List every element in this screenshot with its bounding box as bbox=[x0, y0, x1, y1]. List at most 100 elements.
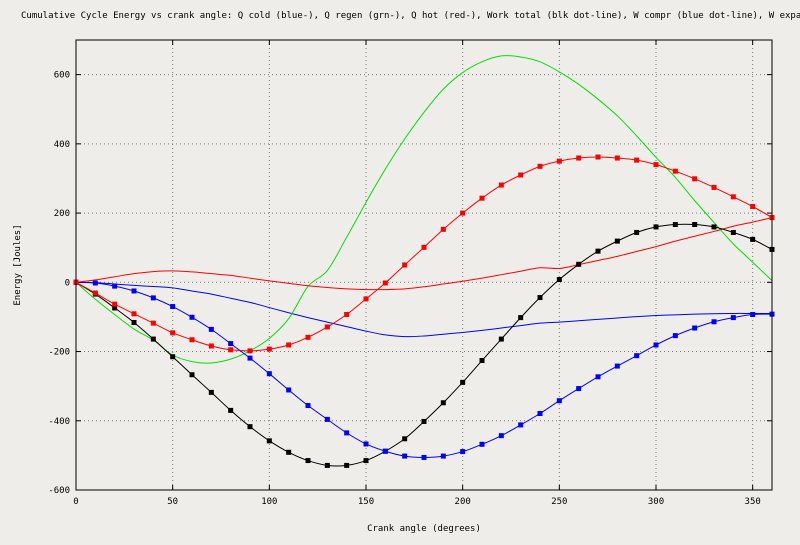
chart-title: Cumulative Cycle Energy vs crank angle: … bbox=[21, 11, 800, 21]
data-point-w-compr bbox=[653, 342, 659, 348]
data-point-work-total bbox=[112, 305, 118, 311]
data-point-w-expan bbox=[112, 301, 118, 307]
data-point-work-total bbox=[344, 462, 350, 468]
data-point-w-compr bbox=[576, 386, 582, 392]
data-point-work-total bbox=[479, 358, 485, 364]
data-point-w-compr bbox=[440, 453, 446, 459]
x-tick-label: 350 bbox=[745, 497, 761, 507]
x-tick-label: 150 bbox=[358, 497, 374, 507]
data-point-work-total bbox=[595, 248, 601, 254]
y-tick-label: -600 bbox=[48, 486, 70, 496]
x-tick-label: 300 bbox=[648, 497, 664, 507]
data-point-work-total bbox=[634, 229, 640, 235]
data-point-w-compr bbox=[92, 280, 98, 286]
y-tick-label: 600 bbox=[54, 71, 70, 81]
data-point-work-total bbox=[460, 379, 466, 385]
data-point-work-total bbox=[730, 229, 736, 235]
data-point-w-compr bbox=[131, 288, 137, 294]
data-point-work-total bbox=[170, 354, 176, 360]
y-tick-label: 200 bbox=[54, 209, 70, 219]
data-point-w-compr bbox=[228, 341, 234, 347]
data-point-w-expan bbox=[286, 342, 292, 348]
data-point-w-expan bbox=[170, 330, 176, 336]
data-point-w-expan bbox=[672, 168, 678, 174]
data-point-work-total bbox=[189, 372, 195, 378]
data-point-w-compr bbox=[402, 453, 408, 459]
data-point-w-compr bbox=[421, 454, 427, 460]
data-point-w-compr bbox=[363, 441, 369, 447]
data-point-w-compr bbox=[170, 304, 176, 310]
data-point-w-expan bbox=[537, 163, 543, 169]
y-axis-label: Energy [Joules] bbox=[13, 224, 23, 305]
data-point-w-compr bbox=[479, 441, 485, 447]
x-tick-label: 100 bbox=[261, 497, 277, 507]
data-point-w-expan bbox=[595, 154, 601, 160]
data-point-w-compr bbox=[730, 315, 736, 321]
data-point-w-compr bbox=[595, 374, 601, 380]
data-point-w-compr bbox=[711, 319, 717, 325]
data-point-work-total bbox=[208, 389, 214, 395]
data-point-work-total bbox=[653, 224, 659, 230]
data-point-w-compr bbox=[247, 355, 253, 361]
data-point-w-expan bbox=[750, 204, 756, 209]
data-point-w-compr bbox=[614, 363, 620, 369]
data-point-w-compr bbox=[112, 283, 118, 289]
data-point-w-compr bbox=[692, 325, 698, 331]
data-point-w-expan bbox=[228, 347, 234, 353]
series-line-q-regen bbox=[75, 55, 773, 364]
data-point-work-total bbox=[228, 407, 234, 413]
y-tick-label: -200 bbox=[48, 348, 70, 358]
plot-frame bbox=[75, 39, 773, 491]
data-point-work-total bbox=[576, 261, 582, 267]
data-point-work-total bbox=[324, 462, 330, 468]
series-line-q-hot bbox=[75, 217, 773, 291]
data-point-work-total bbox=[498, 336, 504, 342]
series-line-w-compr bbox=[75, 281, 773, 458]
data-point-w-expan bbox=[247, 348, 253, 354]
data-point-w-expan bbox=[634, 157, 640, 163]
data-point-w-expan bbox=[479, 195, 485, 201]
data-point-w-compr bbox=[305, 403, 311, 409]
series-layer bbox=[73, 55, 775, 468]
data-point-w-expan bbox=[189, 337, 195, 343]
data-point-work-total bbox=[537, 295, 543, 301]
data-point-w-compr bbox=[556, 398, 562, 404]
data-point-work-total bbox=[150, 336, 156, 342]
series-line-w-expan bbox=[75, 156, 773, 352]
data-point-w-compr bbox=[498, 433, 504, 439]
y-tick-label: 0 bbox=[65, 278, 70, 288]
data-point-work-total bbox=[363, 458, 369, 464]
x-tick-label: 200 bbox=[455, 497, 471, 507]
data-point-work-total bbox=[614, 238, 620, 244]
y-tick-label: -400 bbox=[48, 417, 70, 427]
data-point-work-total bbox=[402, 436, 408, 442]
data-point-w-expan bbox=[150, 320, 156, 326]
data-point-work-total bbox=[421, 418, 427, 424]
data-point-w-expan bbox=[576, 155, 582, 161]
y-tick-label: 400 bbox=[54, 140, 70, 150]
data-point-w-expan bbox=[131, 311, 137, 317]
data-point-w-compr bbox=[324, 416, 330, 422]
data-point-w-compr bbox=[189, 314, 195, 320]
data-point-w-compr bbox=[750, 312, 756, 317]
data-point-w-expan bbox=[518, 172, 524, 178]
data-point-work-total bbox=[286, 449, 292, 455]
data-point-w-compr bbox=[518, 422, 524, 428]
data-point-work-total bbox=[672, 222, 678, 227]
data-point-w-compr bbox=[150, 295, 156, 301]
data-point-w-expan bbox=[440, 226, 446, 232]
data-point-w-expan bbox=[460, 210, 466, 216]
data-point-work-total bbox=[440, 400, 446, 406]
data-point-work-total bbox=[247, 424, 253, 430]
series-line-q-cold bbox=[75, 281, 772, 338]
data-point-w-compr bbox=[460, 449, 466, 455]
data-point-w-expan bbox=[711, 184, 717, 190]
data-point-w-expan bbox=[208, 343, 214, 349]
data-point-w-compr bbox=[266, 371, 272, 377]
data-point-w-expan bbox=[324, 324, 330, 330]
data-point-work-total bbox=[692, 222, 698, 227]
x-tick-label: 250 bbox=[551, 497, 567, 507]
data-point-w-expan bbox=[498, 182, 504, 188]
data-point-w-expan bbox=[305, 334, 311, 340]
